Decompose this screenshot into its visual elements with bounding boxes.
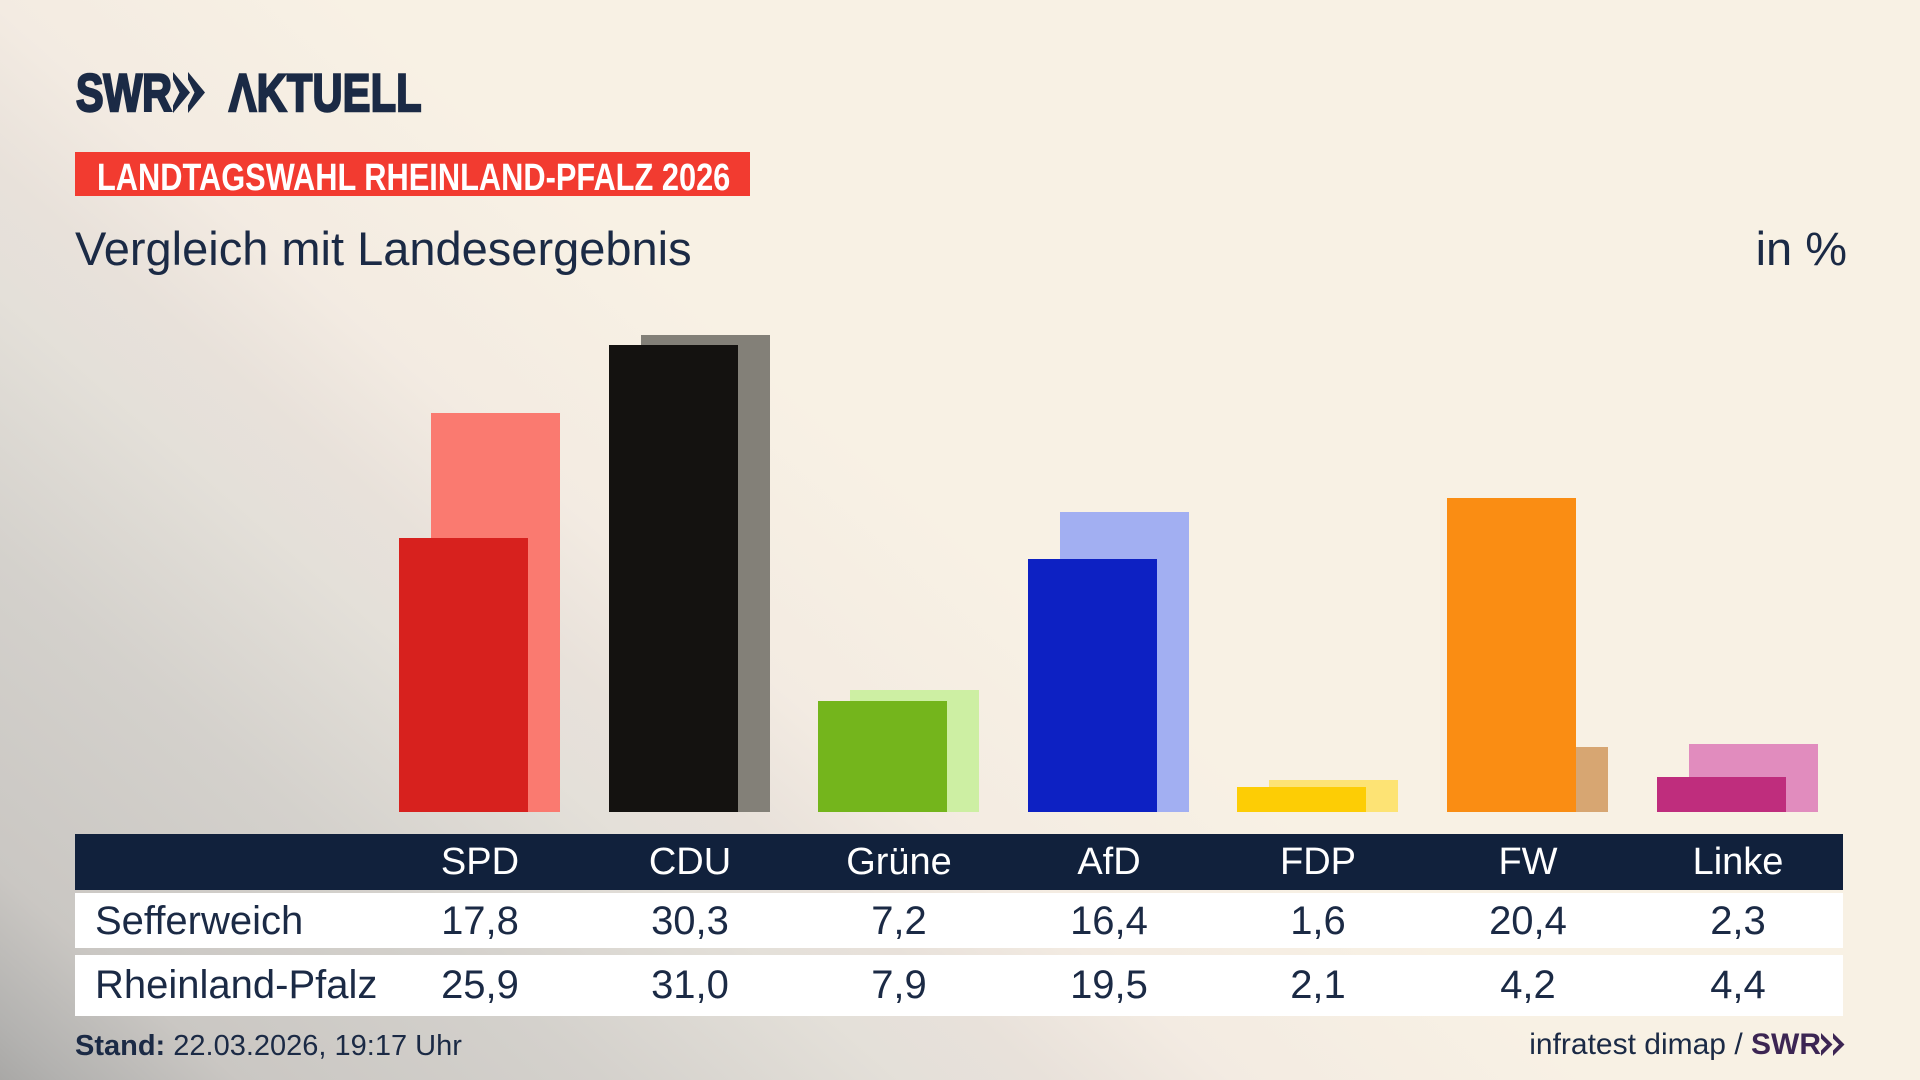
svg-text:SWR: SWR	[76, 72, 172, 114]
svg-text:ΛKTUELL: ΛKTUELL	[229, 72, 422, 114]
